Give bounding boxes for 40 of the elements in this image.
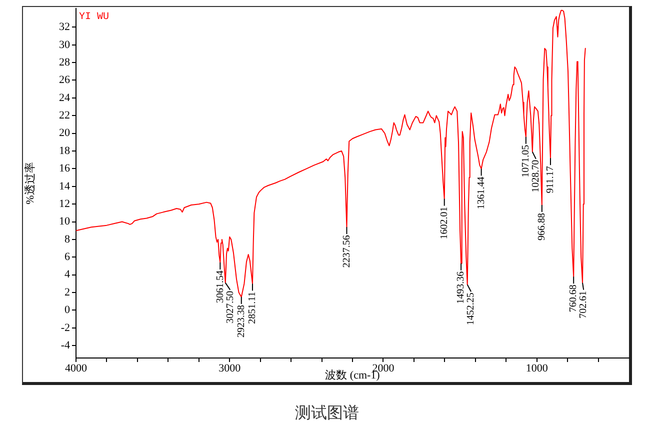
annotation: 1493.36 bbox=[456, 271, 467, 304]
y-tick-label: 28 bbox=[59, 56, 70, 68]
annotation: 3027.50 bbox=[224, 290, 236, 324]
annotation: 1452.25 bbox=[466, 292, 477, 326]
annotation: 3061.54 bbox=[214, 270, 226, 303]
y-tick-label: -2 bbox=[60, 322, 70, 334]
y-tick-label: 12 bbox=[59, 198, 70, 210]
x-tick-label: 1000 bbox=[526, 362, 548, 374]
text: 测试图谱 bbox=[294, 404, 360, 424]
annotation: 2851.11 bbox=[247, 292, 258, 324]
y-tick-label: 18 bbox=[59, 144, 70, 157]
y-tick-label: -4 bbox=[60, 340, 70, 352]
annotation: 2237.56 bbox=[341, 235, 352, 268]
y-tick-label: 32 bbox=[59, 21, 70, 34]
annotation: 760.68 bbox=[568, 284, 580, 312]
annotation: 1602.01 bbox=[438, 206, 450, 240]
y-tick-label: 0 bbox=[64, 304, 70, 316]
annotation: YI WU bbox=[79, 12, 110, 24]
annotation: 1361.44 bbox=[476, 176, 487, 210]
y-tick-label: 4 bbox=[64, 268, 70, 281]
y-tick-label: 6 bbox=[64, 251, 70, 264]
y-tick-label: 30 bbox=[59, 38, 70, 51]
annotation: 966.88 bbox=[536, 212, 548, 240]
y-tick-label: 10 bbox=[59, 216, 70, 228]
annotation: 2923.38 bbox=[236, 304, 248, 338]
y-tick-label: 8 bbox=[64, 233, 70, 246]
y-tick-label: 26 bbox=[59, 74, 70, 86]
x-tick-label: 4000 bbox=[65, 362, 88, 374]
annotation: 1071.05 bbox=[520, 144, 532, 178]
x-tick-label: 3000 bbox=[218, 362, 242, 374]
y-tick-label: 20 bbox=[59, 127, 70, 140]
annotation: 1028.70 bbox=[530, 160, 542, 192]
y-tick-label: 14 bbox=[59, 180, 70, 192]
y-tick-label: 16 bbox=[59, 162, 70, 175]
annotation: 702.61 bbox=[578, 290, 590, 318]
y-axis-title: %透过率 bbox=[23, 162, 36, 204]
y-tick-label: 24 bbox=[59, 92, 70, 104]
y-tick-label: 2 bbox=[64, 286, 70, 298]
annotation: 911.17 bbox=[545, 166, 556, 194]
y-tick-label: 22 bbox=[59, 110, 70, 122]
